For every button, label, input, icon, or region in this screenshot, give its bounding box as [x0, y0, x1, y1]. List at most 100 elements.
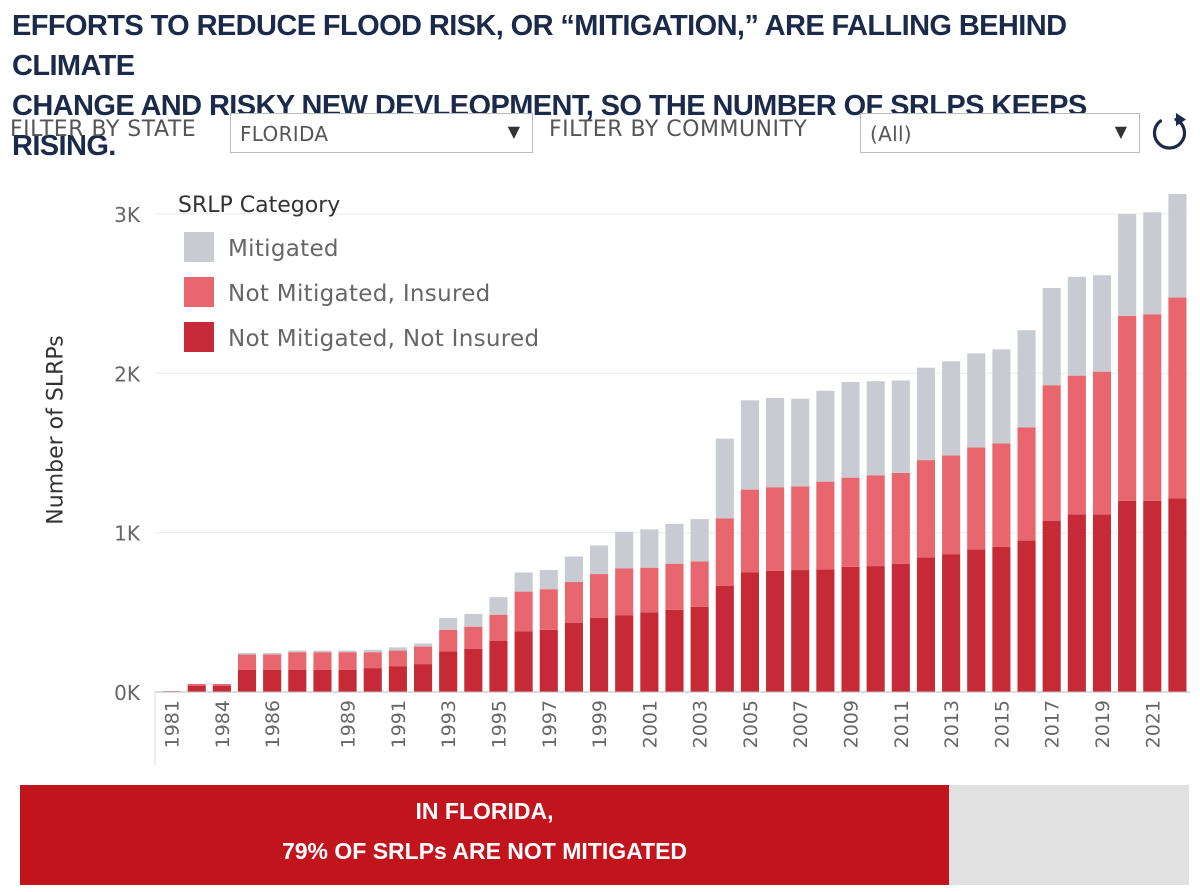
x-tick-label: 1981	[162, 700, 184, 748]
bar-not-mitigated-not-insured-1997	[539, 629, 558, 692]
bar-not-mitigated-not-insured-2010	[866, 566, 885, 692]
bar-mitigated-1994	[464, 613, 483, 627]
bar-not-mitigated-insured-2009	[841, 477, 860, 567]
bar-mitigated-2004	[715, 438, 734, 519]
bar-not-mitigated-not-insured-2001	[640, 612, 659, 692]
triangle-down-icon: ▼	[507, 122, 520, 141]
bar-not-mitigated-insured-1984	[212, 684, 231, 686]
bar-not-mitigated-insured-1997	[539, 589, 558, 630]
bar-not-mitigated-not-insured-1989	[338, 669, 357, 692]
y-tick-label: 0K	[114, 681, 141, 705]
bar-not-mitigated-not-insured-2019	[1092, 514, 1112, 692]
x-tick-label: 2005	[740, 700, 762, 748]
community-filter-value: (All)	[870, 122, 912, 146]
bar-not-mitigated-insured-2012	[916, 460, 936, 558]
bar-not-mitigated-not-insured-2014	[967, 549, 986, 692]
legend-swatch-not-mitigated-not-insured	[184, 322, 214, 352]
bar-mitigated-2017	[1042, 287, 1061, 386]
bar-not-mitigated-insured-1998	[564, 582, 583, 623]
x-tick-label: 2009	[841, 700, 863, 748]
x-tick-label: 1986	[262, 700, 284, 748]
bar-not-mitigated-not-insured-2000	[615, 615, 634, 692]
bar-not-mitigated-insured-2018	[1067, 375, 1086, 515]
not-mitigated-share-bar	[20, 785, 950, 885]
summary-line-2: 79% OF SRLPs ARE NOT MITIGATED	[281, 838, 688, 864]
bar-not-mitigated-not-insured-1999	[590, 617, 609, 692]
community-filter-dropdown[interactable]: (All) ▼	[860, 113, 1140, 153]
bar-not-mitigated-not-insured-1987	[288, 669, 307, 692]
bar-not-mitigated-not-insured-1992	[413, 664, 433, 692]
bar-mitigated-2012	[916, 367, 936, 461]
bar-not-mitigated-not-insured-1990	[363, 668, 382, 692]
bar-not-mitigated-insured-2019	[1092, 371, 1112, 515]
x-tick-label: 1997	[539, 700, 561, 748]
bar-not-mitigated-insured-2003	[690, 561, 709, 607]
x-tick-label: 1991	[388, 700, 410, 748]
x-tick-label: 2021	[1142, 700, 1164, 748]
legend-title: SRLP Category	[178, 193, 340, 218]
bar-not-mitigated-not-insured-1991	[388, 666, 407, 692]
headline-line-1: EFFORTS TO REDUCE FLOOD RISK, OR “MITIGA…	[12, 10, 1067, 82]
bar-mitigated-2011	[891, 380, 910, 473]
x-tick-label: 2013	[941, 700, 963, 748]
summary-line-1: IN FLORIDA,	[415, 798, 554, 824]
bar-not-mitigated-insured-1996	[514, 591, 533, 632]
bar-mitigated-1991	[388, 647, 407, 651]
legend: SRLP Category Mitigated Not Mitigated, In…	[178, 193, 539, 352]
state-filter-label: FILTER BY STATE	[10, 117, 197, 142]
bar-not-mitigated-insured-2004	[715, 518, 734, 587]
bar-not-mitigated-insured-1991	[388, 650, 407, 667]
bar-mitigated-2016	[1017, 330, 1036, 428]
bar-not-mitigated-insured-2016	[1017, 427, 1036, 541]
bar-not-mitigated-insured-1987	[288, 652, 307, 670]
bar-not-mitigated-not-insured-2008	[816, 569, 835, 692]
x-tick-label: 2017	[1042, 700, 1064, 748]
x-tick-label: 2019	[1092, 700, 1114, 748]
x-tick-label: 2001	[639, 700, 661, 748]
x-tick-label: 2007	[790, 700, 812, 748]
bar-mitigated-1988	[313, 650, 332, 653]
bar-mitigated-2001	[640, 529, 659, 568]
bar-not-mitigated-not-insured-2011	[891, 563, 910, 692]
bar-not-mitigated-not-insured-2005	[740, 572, 759, 692]
bar-not-mitigated-insured-1995	[489, 614, 508, 641]
legend-label-mitigated: Mitigated	[228, 236, 339, 262]
x-tick-label: 2015	[991, 700, 1013, 748]
bar-not-mitigated-not-insured-1996	[514, 631, 533, 692]
bar-not-mitigated-insured-2013	[942, 455, 961, 555]
bar-mitigated-2021	[1143, 212, 1162, 315]
bar-not-mitigated-insured-2008	[816, 481, 835, 570]
y-tick-label: 3K	[114, 203, 141, 227]
bar-not-mitigated-not-insured-2013	[942, 554, 961, 692]
triangle-down-icon: ▼	[1114, 122, 1127, 141]
bar-not-mitigated-insured-1988	[313, 652, 332, 670]
bar-not-mitigated-not-insured-1986	[263, 669, 282, 692]
bar-mitigated-2006	[766, 397, 785, 488]
bar-not-mitigated-insured-1993	[439, 629, 458, 652]
bar-mitigated-2010	[866, 381, 885, 476]
bar-not-mitigated-not-insured-2017	[1042, 520, 1061, 692]
bar-mitigated-2002	[665, 523, 684, 564]
revert-icon[interactable]	[1145, 112, 1193, 156]
bar-not-mitigated-insured-2014	[967, 447, 986, 550]
legend-label-not-mitigated-insured: Not Mitigated, Insured	[228, 281, 491, 307]
bar-mitigated-2003	[690, 519, 709, 562]
state-filter-value: FLORIDA	[240, 122, 329, 146]
bar-not-mitigated-insured-1994	[464, 626, 483, 649]
bar-not-mitigated-insured-2002	[665, 563, 684, 610]
x-tick-label: 1999	[589, 700, 611, 748]
bar-not-mitigated-not-insured-2002	[665, 609, 684, 692]
summary-banner: IN FLORIDA, 79% OF SRLPs ARE NOT MITIGAT…	[20, 785, 1189, 885]
bar-mitigated-1990	[363, 649, 382, 653]
y-tick-label: 1K	[114, 522, 141, 546]
bar-not-mitigated-insured-2000	[615, 568, 634, 616]
bar-not-mitigated-not-insured-2020	[1118, 500, 1137, 692]
state-filter-dropdown[interactable]: FLORIDA ▼	[230, 113, 533, 153]
bar-not-mitigated-not-insured-1983	[187, 685, 206, 692]
bar-mitigated-1985	[237, 652, 257, 655]
bar-mitigated-1989	[338, 650, 357, 653]
bar-mitigated-2014	[967, 353, 986, 448]
bar-not-mitigated-insured-2006	[766, 487, 785, 571]
bar-not-mitigated-not-insured-2004	[715, 586, 734, 692]
bar-not-mitigated-insured-2020	[1118, 315, 1137, 501]
